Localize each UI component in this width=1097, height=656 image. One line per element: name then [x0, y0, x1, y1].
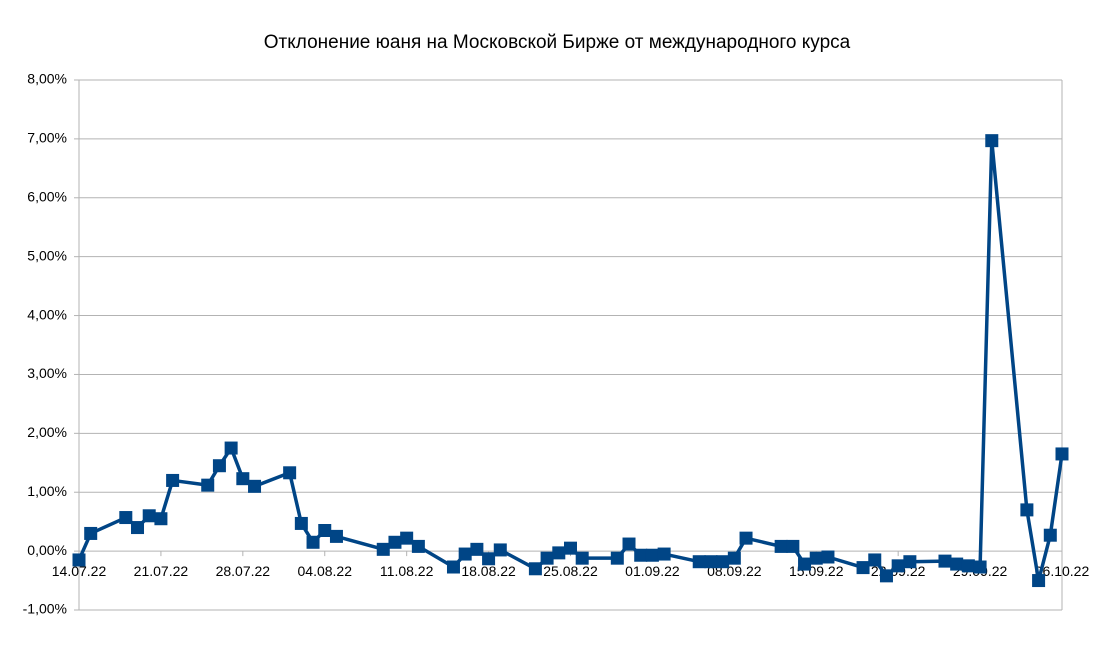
marker — [154, 512, 168, 526]
marker — [283, 466, 297, 480]
x-tick-label: 21.07.22 — [134, 563, 189, 579]
marker — [166, 473, 180, 487]
marker — [540, 551, 554, 565]
y-tick-label: 8,00% — [27, 71, 67, 87]
x-tick-label: 01.09.22 — [625, 563, 680, 579]
marker — [212, 459, 226, 473]
marker — [961, 559, 975, 573]
marker — [446, 560, 460, 574]
x-tick-label: 25.08.22 — [543, 563, 598, 579]
y-tick-label: 6,00% — [27, 188, 67, 204]
marker — [564, 541, 577, 555]
marker — [704, 555, 718, 569]
x-tick-label: 18.08.22 — [461, 563, 516, 579]
marker — [248, 479, 262, 493]
marker — [575, 551, 589, 565]
chart-title: Отклонение юаня на Московской Бирже от м… — [264, 32, 851, 53]
x-tick-label: 14.07.22 — [52, 563, 107, 579]
marker — [329, 529, 343, 543]
x-tick-label: 11.08.22 — [380, 563, 434, 579]
marker — [692, 555, 706, 569]
marker — [716, 555, 730, 569]
marker — [1032, 574, 1046, 588]
y-tick-label: 3,00% — [27, 365, 67, 381]
x-tick-label: 06.10.22 — [1035, 563, 1090, 579]
marker — [224, 441, 238, 455]
marker — [903, 555, 917, 569]
marker — [622, 537, 636, 551]
marker — [938, 554, 952, 568]
x-tick-label: 28.07.22 — [216, 563, 271, 579]
marker — [400, 531, 414, 545]
marker — [634, 548, 648, 562]
marker — [739, 531, 753, 545]
marker — [470, 542, 484, 556]
marker — [411, 539, 425, 553]
marker — [809, 551, 823, 565]
y-tick-label: 1,00% — [27, 483, 67, 499]
marker — [482, 552, 496, 566]
marker — [891, 559, 905, 573]
marker — [610, 551, 624, 565]
y-tick-label: 4,00% — [27, 306, 67, 322]
marker — [798, 557, 812, 571]
marker — [201, 478, 215, 492]
marker — [552, 546, 566, 560]
marker — [306, 535, 320, 549]
marker — [879, 569, 893, 583]
marker — [821, 550, 835, 564]
marker — [493, 543, 507, 557]
marker — [142, 509, 156, 523]
marker — [84, 526, 98, 540]
marker — [973, 560, 987, 574]
x-tick-label: 15.09.22 — [789, 563, 844, 579]
marker — [1020, 503, 1034, 517]
marker — [727, 551, 741, 565]
marker — [294, 516, 308, 530]
marker — [786, 539, 800, 553]
marker — [985, 134, 999, 148]
y-tick-label: -1,00% — [23, 601, 67, 617]
marker — [376, 542, 390, 556]
marker — [657, 547, 671, 561]
y-tick-label: 7,00% — [27, 130, 67, 146]
marker — [774, 539, 788, 553]
marker — [645, 548, 659, 562]
marker — [318, 524, 332, 537]
y-tick-label: 2,00% — [27, 424, 67, 440]
marker — [528, 562, 542, 576]
marker — [1055, 447, 1069, 461]
marker — [388, 535, 402, 549]
marker — [868, 553, 882, 567]
marker — [458, 547, 472, 561]
marker — [72, 553, 86, 567]
marker — [131, 521, 145, 535]
y-tick-label: 0,00% — [27, 542, 67, 558]
marker — [1043, 528, 1057, 542]
marker — [950, 557, 964, 571]
x-tick-label: 04.08.22 — [298, 563, 353, 579]
y-tick-label: 5,00% — [27, 247, 67, 263]
marker — [856, 561, 870, 575]
marker — [119, 511, 133, 525]
marker — [236, 472, 250, 486]
